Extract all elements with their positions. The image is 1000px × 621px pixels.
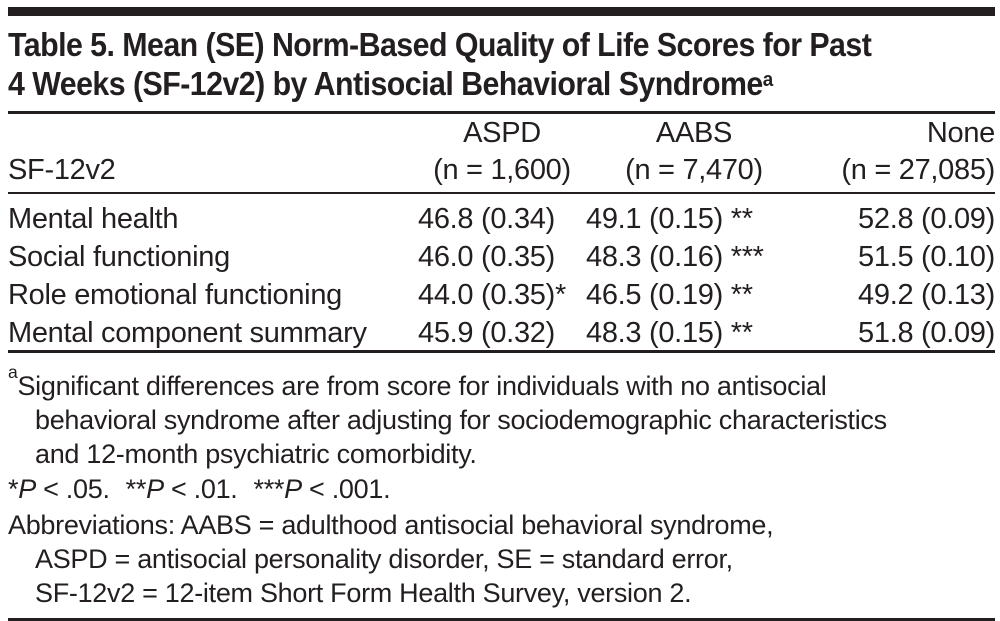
footnotes: aSignificant differences are from score … [8,362,995,610]
column-n-aabs: (n = 7,470) [586,150,802,194]
table-row: Mental health 46.8 (0.34) 49.1 (0.15) **… [8,193,995,236]
row-label: Mental health [8,203,179,235]
column-n-none: (n = 27,085) [802,150,995,194]
header-n-row: SF-12v2 (n = 1,600) (n = 7,470) (n = 27,… [8,150,995,194]
cell-none: 52.8 (0.09) [858,203,995,235]
p3-threshold: < .001. [301,474,391,504]
cell-none: 51.8 (0.09) [858,317,995,349]
header-empty-cell [8,114,418,150]
p3-stars: *** [253,474,285,504]
table-header: ASPD AABS None SF-12v2 (n = 1,600) (n = … [8,114,995,194]
column-n-aspd: (n = 1,600) [418,150,586,194]
column-header-aabs: AABS [655,117,733,149]
row-label: Social functioning [8,241,230,273]
table-row: Mental component summary 45.9 (0.32) 48.… [8,312,995,350]
p-value-note-1: *P < .05. [8,474,110,504]
header-group-row: ASPD AABS None [8,114,995,150]
column-header-none: None [926,117,995,149]
p2-symbol: P [146,474,164,504]
footnote-a-line1: aSignificant differences are from score … [8,362,995,403]
cell-aspd: 46.0 (0.35) [418,241,555,273]
cell-aspd: 46.8 (0.34) [418,203,555,235]
table-title: Table 5. Mean (SE) Norm-Based Quality of… [8,25,995,105]
table-row: Social functioning 46.0 (0.35) 48.3 (0.1… [8,236,995,274]
cell-aabs: 49.1 (0.15) ** [586,203,753,235]
abbreviations-line3: SF-12v2 = 12-item Short Form Health Surv… [35,578,692,608]
cell-none: 51.5 (0.10) [858,241,995,273]
cell-aspd: 45.9 (0.32) [418,317,555,349]
abbreviations-line2: ASPD = antisocial personality disorder, … [35,544,733,574]
p1-symbol: P [18,474,36,504]
significance-legend: *P < .05. **P < .01. ***P < .001. [8,471,995,508]
qol-scores-table: ASPD AABS None SF-12v2 (n = 1,600) (n = … [8,114,995,350]
p1-threshold: < .05. [35,474,110,504]
table-title-line2: 4 Weeks (SF-12v2) by Antisocial Behavior… [8,65,763,102]
footnote-a-line3: and 12-month psychiatric comorbidity. [35,439,477,469]
body-divider-rule [8,350,995,353]
cell-aabs: 48.3 (0.16) *** [586,241,764,273]
table-row: Role emotional functioning 44.0 (0.35)* … [8,274,995,312]
p3-symbol: P [284,474,302,504]
table-title-superscript: a [762,67,773,91]
title-divider-rule [8,111,995,114]
row-label: Role emotional functioning [8,279,342,311]
footnote-a-superscript: a [8,361,18,382]
cell-aabs: 48.3 (0.15) ** [586,317,753,349]
top-rule-bar [8,7,995,16]
cell-aabs: 46.5 (0.19) ** [586,279,753,311]
table-body: Mental health 46.8 (0.34) 49.1 (0.15) **… [8,193,995,350]
cell-none: 49.2 (0.13) [858,279,995,311]
cell-aspd: 44.0 (0.35)* [418,279,566,311]
table-title-line1: Table 5. Mean (SE) Norm-Based Quality of… [8,26,872,63]
p-value-note-3: ***P < .001. [254,474,391,504]
footnote-a-text1: Significant differences are from score f… [17,371,827,401]
p2-threshold: < .01. [163,474,238,504]
footnote-a-line2: behavioral syndrome after adjusting for … [35,405,887,435]
row-header-label: SF-12v2 [8,150,418,194]
row-label: Mental component summary [8,317,367,349]
abbreviations-line1: Abbreviations: AABS = adulthood antisoci… [8,510,774,540]
column-header-aspd: ASPD [463,117,541,149]
p2-stars: ** [125,474,147,504]
p-value-note-2: **P < .01. [126,474,238,504]
p1-stars: * [8,474,19,504]
